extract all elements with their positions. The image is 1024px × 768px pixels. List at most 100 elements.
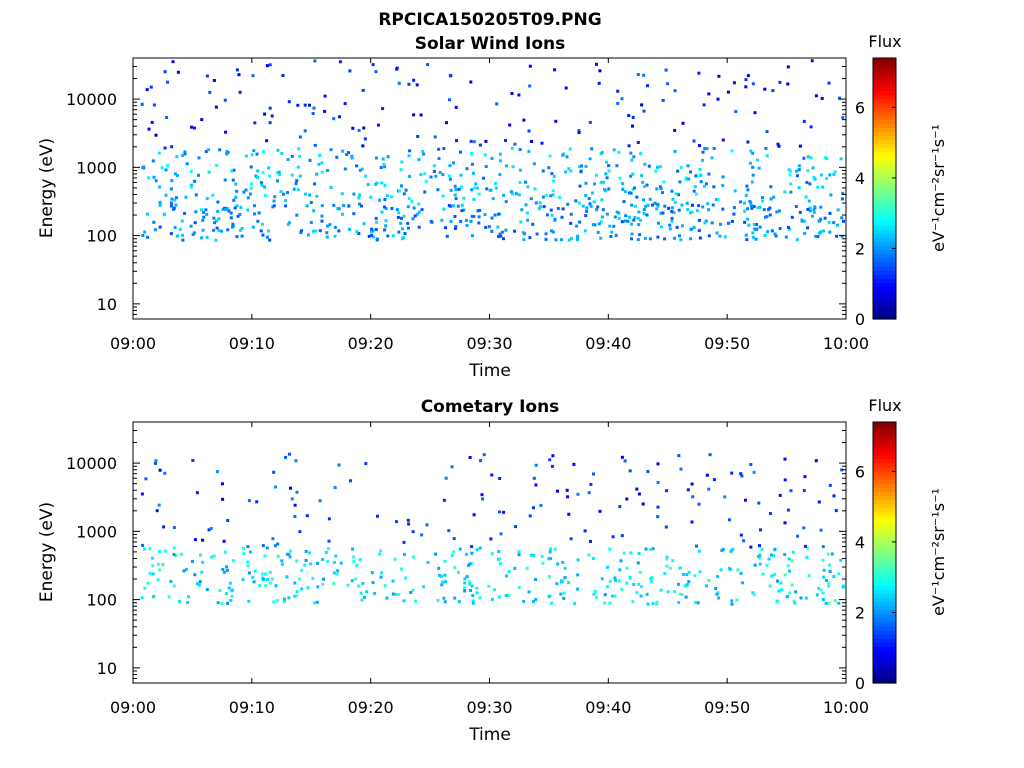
heatmap-cell bbox=[158, 185, 162, 189]
heatmap-cell bbox=[158, 203, 162, 207]
heatmap-cell bbox=[616, 101, 620, 105]
heatmap-cell bbox=[699, 180, 703, 184]
heatmap-cell bbox=[260, 572, 264, 576]
heatmap-cell bbox=[620, 220, 624, 224]
heatmap-cell bbox=[233, 206, 237, 210]
heatmap-cell bbox=[600, 215, 604, 219]
heatmap-cell bbox=[803, 231, 807, 235]
heatmap-cell bbox=[814, 459, 818, 463]
heatmap-cell bbox=[526, 218, 530, 222]
heatmap-cell bbox=[646, 84, 649, 88]
heatmap-cell bbox=[837, 601, 841, 605]
heatmap-cell bbox=[231, 588, 234, 592]
heatmap-cell bbox=[499, 234, 503, 238]
heatmap-cell bbox=[631, 172, 635, 176]
heatmap-cell bbox=[223, 178, 227, 182]
heatmap-cell bbox=[663, 572, 667, 576]
colorbar-segment bbox=[873, 475, 896, 480]
heatmap-cell bbox=[749, 204, 753, 207]
heatmap-cell bbox=[795, 169, 799, 173]
heatmap-cell bbox=[172, 546, 176, 550]
heatmap-cell bbox=[705, 147, 709, 150]
heatmap-cell bbox=[208, 90, 212, 94]
heatmap-cell bbox=[326, 169, 329, 172]
heatmap-cell bbox=[694, 601, 698, 604]
heatmap-cell bbox=[780, 588, 784, 592]
heatmap-cell bbox=[703, 147, 707, 151]
heatmap-cell bbox=[350, 579, 354, 583]
heatmap-cell bbox=[638, 570, 642, 574]
heatmap-cell bbox=[502, 193, 505, 197]
colorbar-segment bbox=[873, 147, 896, 153]
heatmap-cell bbox=[617, 150, 621, 154]
heatmap-cell bbox=[371, 63, 375, 67]
heatmap-cell bbox=[644, 204, 648, 208]
heatmap-cell bbox=[809, 125, 813, 129]
heatmap-cell bbox=[472, 197, 476, 201]
heatmap-cell bbox=[453, 184, 457, 188]
heatmap-cell bbox=[274, 584, 278, 588]
heatmap-cell bbox=[805, 555, 809, 559]
heatmap-cell bbox=[518, 168, 522, 172]
heatmap-cell bbox=[567, 581, 571, 584]
heatmap-cell bbox=[490, 216, 494, 220]
heatmap-cell bbox=[840, 216, 844, 220]
colorbar-segment bbox=[873, 540, 896, 545]
heatmap-cell bbox=[216, 601, 220, 605]
heatmap-cell bbox=[604, 189, 608, 193]
heatmap-cell bbox=[212, 554, 216, 558]
heatmap-cell bbox=[249, 165, 253, 169]
heatmap-cell bbox=[481, 497, 485, 501]
heatmap-cell bbox=[230, 169, 234, 173]
heatmap-cell bbox=[549, 229, 553, 233]
heatmap-cell bbox=[460, 185, 463, 189]
heatmap-cell bbox=[551, 189, 555, 193]
heatmap-cell bbox=[690, 210, 694, 214]
heatmap-cell bbox=[788, 227, 792, 231]
heatmap-cell bbox=[547, 594, 551, 598]
heatmap-cell bbox=[477, 192, 481, 196]
heatmap-cell bbox=[154, 459, 158, 463]
heatmap-cell bbox=[268, 174, 272, 178]
heatmap-cell bbox=[584, 214, 588, 218]
heatmap-cell bbox=[470, 561, 474, 565]
heatmap-cell bbox=[548, 557, 552, 561]
colorbar-segment bbox=[873, 446, 896, 452]
heatmap-cell bbox=[459, 150, 462, 154]
heatmap-cell bbox=[313, 143, 317, 147]
heatmap-cell bbox=[341, 212, 344, 216]
colorbar-segment bbox=[873, 298, 896, 304]
heatmap-cell bbox=[828, 483, 832, 487]
heatmap-cell bbox=[617, 211, 621, 215]
heatmap-cell bbox=[732, 206, 736, 210]
heatmap-cell bbox=[627, 114, 631, 117]
heatmap-cell bbox=[449, 188, 453, 192]
heatmap-cell bbox=[814, 234, 818, 238]
heatmap-cell bbox=[447, 529, 451, 533]
heatmap-cell bbox=[687, 580, 691, 584]
heatmap-cell bbox=[820, 97, 824, 100]
heatmap-cell bbox=[173, 198, 177, 202]
colorbar-segment bbox=[873, 265, 896, 271]
heatmap-cell bbox=[825, 177, 829, 180]
heatmap-cell bbox=[295, 559, 299, 563]
heatmap-cell bbox=[532, 162, 536, 166]
heatmap-cell bbox=[710, 156, 714, 160]
heatmap-cell bbox=[454, 188, 458, 191]
heatmap-cell bbox=[327, 517, 331, 521]
heatmap-cell bbox=[143, 547, 146, 551]
heatmap-cell bbox=[383, 184, 387, 188]
heatmap-cell bbox=[178, 227, 182, 231]
heatmap-cell bbox=[487, 584, 491, 588]
heatmap-cell bbox=[832, 575, 836, 578]
heatmap-cell bbox=[779, 581, 783, 585]
heatmap-cell bbox=[231, 222, 235, 226]
heatmap-cell bbox=[703, 221, 707, 225]
heatmap-cell bbox=[565, 488, 569, 492]
heatmap-cell bbox=[161, 563, 165, 566]
heatmap-cell bbox=[697, 502, 701, 506]
colorbar-segment bbox=[873, 507, 896, 513]
heatmap-cell bbox=[673, 236, 676, 240]
heatmap-cell bbox=[677, 601, 681, 604]
colorbar-segment bbox=[873, 241, 896, 247]
